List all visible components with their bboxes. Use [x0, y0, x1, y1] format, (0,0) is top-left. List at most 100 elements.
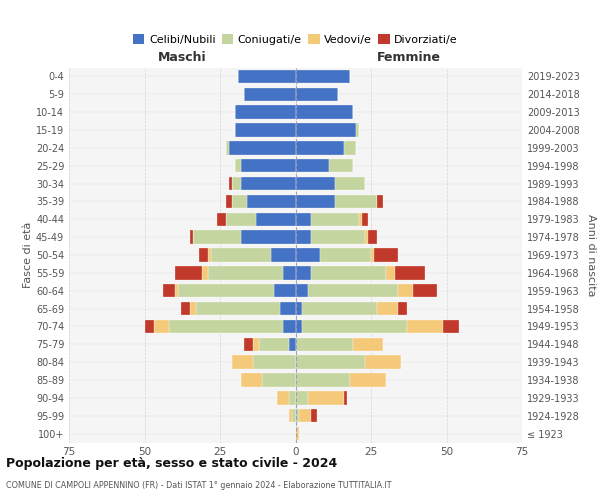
- Bar: [344, 391, 347, 404]
- Bar: [356, 124, 359, 136]
- Bar: [259, 338, 289, 351]
- Bar: [235, 124, 296, 136]
- Bar: [395, 266, 425, 280]
- Bar: [190, 302, 196, 316]
- Bar: [244, 338, 253, 351]
- Bar: [296, 212, 311, 226]
- Bar: [271, 248, 296, 262]
- Legend: Celibi/Nubili, Coniugati/e, Vedovi/e, Divorziati/e: Celibi/Nubili, Coniugati/e, Vedovi/e, Di…: [129, 30, 462, 50]
- Bar: [190, 230, 193, 244]
- Text: Maschi: Maschi: [158, 51, 206, 64]
- Bar: [302, 302, 377, 316]
- Bar: [308, 284, 398, 298]
- Bar: [335, 194, 377, 208]
- Y-axis label: Anni di nascita: Anni di nascita: [586, 214, 596, 296]
- Bar: [296, 284, 308, 298]
- Bar: [277, 391, 289, 404]
- Bar: [365, 356, 401, 369]
- Bar: [253, 338, 259, 351]
- Bar: [413, 284, 437, 298]
- Y-axis label: Fasce di età: Fasce di età: [23, 222, 33, 288]
- Bar: [274, 284, 296, 298]
- Bar: [289, 391, 296, 404]
- Bar: [296, 124, 356, 136]
- Bar: [229, 141, 296, 154]
- Bar: [311, 266, 386, 280]
- Bar: [296, 320, 302, 333]
- Bar: [163, 284, 175, 298]
- Bar: [247, 194, 296, 208]
- Bar: [296, 177, 335, 190]
- Bar: [308, 391, 344, 404]
- Bar: [368, 230, 377, 244]
- Bar: [229, 177, 232, 190]
- Bar: [350, 374, 386, 386]
- Bar: [199, 248, 208, 262]
- Bar: [296, 70, 350, 83]
- Bar: [241, 159, 296, 172]
- Bar: [296, 266, 311, 280]
- Text: Femmine: Femmine: [377, 51, 441, 64]
- Bar: [208, 266, 283, 280]
- Bar: [377, 194, 383, 208]
- Bar: [296, 230, 311, 244]
- Bar: [362, 212, 368, 226]
- Bar: [211, 248, 271, 262]
- Bar: [154, 320, 169, 333]
- Bar: [311, 409, 317, 422]
- Bar: [235, 106, 296, 119]
- Bar: [344, 141, 356, 154]
- Bar: [283, 266, 296, 280]
- Bar: [296, 409, 299, 422]
- Bar: [178, 284, 274, 298]
- Bar: [169, 320, 283, 333]
- Bar: [238, 70, 296, 83]
- Bar: [377, 302, 398, 316]
- Bar: [283, 320, 296, 333]
- Bar: [371, 248, 374, 262]
- Bar: [296, 248, 320, 262]
- Bar: [175, 284, 178, 298]
- Bar: [253, 356, 296, 369]
- Bar: [175, 266, 202, 280]
- Bar: [289, 409, 292, 422]
- Bar: [296, 338, 353, 351]
- Bar: [299, 409, 311, 422]
- Bar: [443, 320, 458, 333]
- Bar: [296, 88, 338, 101]
- Bar: [235, 159, 241, 172]
- Bar: [296, 159, 329, 172]
- Bar: [353, 338, 383, 351]
- Bar: [302, 320, 407, 333]
- Bar: [311, 212, 359, 226]
- Bar: [202, 266, 208, 280]
- Bar: [217, 212, 226, 226]
- Bar: [244, 88, 296, 101]
- Bar: [280, 302, 296, 316]
- Bar: [232, 194, 247, 208]
- Bar: [296, 106, 353, 119]
- Bar: [296, 194, 335, 208]
- Bar: [232, 177, 241, 190]
- Bar: [296, 391, 308, 404]
- Bar: [226, 212, 256, 226]
- Bar: [329, 159, 353, 172]
- Bar: [320, 248, 371, 262]
- Bar: [398, 302, 407, 316]
- Bar: [289, 338, 296, 351]
- Bar: [193, 230, 241, 244]
- Bar: [374, 248, 398, 262]
- Bar: [292, 409, 296, 422]
- Bar: [296, 374, 350, 386]
- Bar: [296, 356, 365, 369]
- Bar: [241, 374, 262, 386]
- Bar: [232, 356, 253, 369]
- Bar: [365, 230, 368, 244]
- Bar: [181, 302, 190, 316]
- Bar: [145, 320, 154, 333]
- Bar: [196, 302, 280, 316]
- Bar: [359, 212, 362, 226]
- Text: COMUNE DI CAMPOLI APPENNINO (FR) - Dati ISTAT 1° gennaio 2024 - Elaborazione TUT: COMUNE DI CAMPOLI APPENNINO (FR) - Dati …: [6, 481, 392, 490]
- Bar: [241, 177, 296, 190]
- Bar: [241, 230, 296, 244]
